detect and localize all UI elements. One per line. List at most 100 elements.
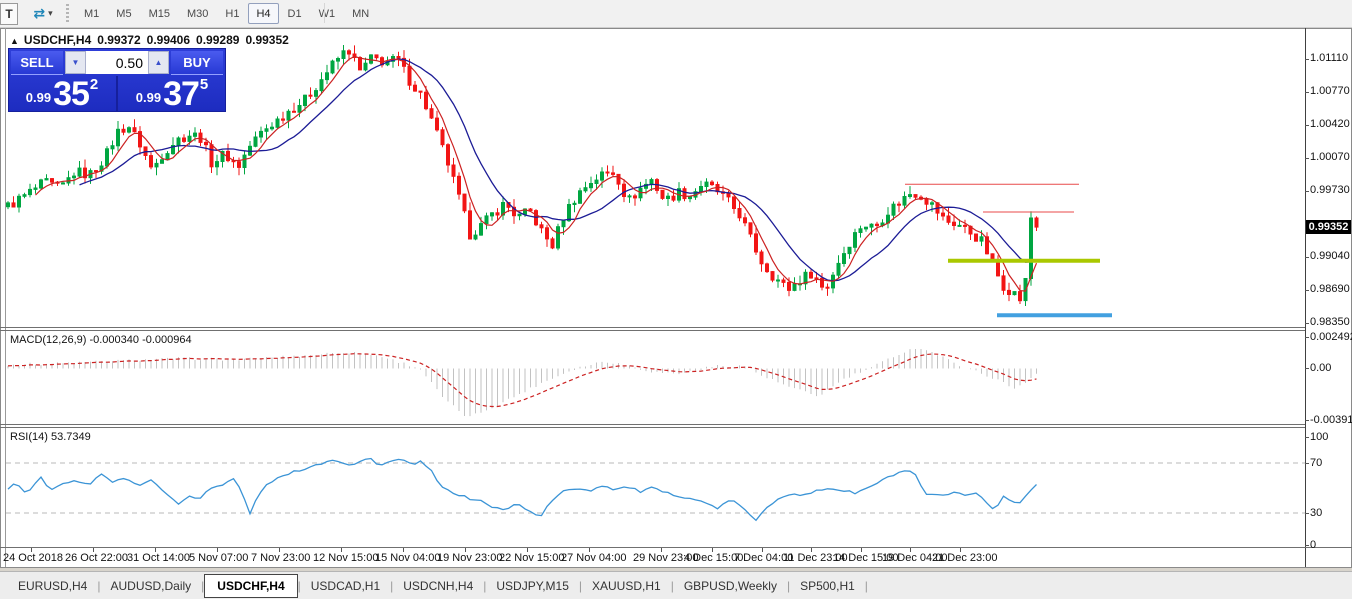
chart-tab-sp500-h1[interactable]: SP500,H1 bbox=[800, 578, 855, 593]
date-axis-tick bbox=[861, 548, 862, 552]
rsi-axis-label: 70 bbox=[1310, 457, 1323, 469]
sell-button[interactable]: SELL bbox=[11, 51, 63, 75]
chart-title: ▲ USDCHF,H4 0.99372 0.99406 0.99289 0.99352 bbox=[10, 33, 295, 47]
date-axis-label: 19 Nov 23:00 bbox=[437, 552, 503, 564]
window-bottom-border bbox=[0, 567, 1352, 568]
main-candlestick-chart[interactable] bbox=[6, 45, 1305, 326]
chart-tab-xauusd-h1[interactable]: XAUUSD,H1 bbox=[592, 578, 661, 593]
date-axis-label: 4 Dec 15:00 bbox=[684, 552, 744, 564]
date-axis-tick bbox=[465, 548, 466, 552]
buy-button[interactable]: BUY bbox=[171, 51, 223, 75]
date-axis-label: 7 Dec 04:00 bbox=[734, 552, 794, 564]
macd-panel-chart[interactable] bbox=[6, 331, 1305, 424]
price-axis-label: 1.01110 bbox=[1310, 52, 1349, 64]
rsi-panel-chart[interactable] bbox=[6, 427, 1305, 547]
tab-separator: | bbox=[201, 578, 205, 593]
timeframe-mn[interactable]: MN bbox=[352, 7, 370, 20]
lot-size-input[interactable] bbox=[86, 51, 148, 74]
price-axis-label: 1.00770 bbox=[1310, 84, 1350, 97]
chart-tab-usdcnh-h4[interactable]: USDCNH,H4 bbox=[403, 578, 474, 593]
sell-price-display[interactable]: 0.99 35 2 bbox=[9, 76, 115, 111]
tab-separator: | bbox=[786, 578, 791, 593]
date-axis-label: 19 Dec 04:00 bbox=[882, 552, 948, 564]
chart-tab-eurusd-h4[interactable]: EURUSD,H4 bbox=[18, 578, 88, 593]
separator-macd-rsi[interactable] bbox=[0, 424, 1305, 425]
date-axis-label: 29 Nov 23:00 bbox=[633, 552, 699, 564]
buy-price-display[interactable]: 0.99 37 5 bbox=[119, 76, 225, 111]
toolbar-separator bbox=[324, 3, 325, 23]
rsi-axis-tick bbox=[1305, 513, 1309, 514]
chart-tab-audusd-daily[interactable]: AUDUSD,Daily bbox=[110, 578, 192, 593]
chart-tab-usdjpy-m15[interactable]: USDJPY,M15 bbox=[496, 578, 569, 593]
tab-separator: | bbox=[483, 578, 487, 593]
ohlc-high: 0.99406 bbox=[146, 33, 191, 47]
collapse-arrow-icon[interactable]: ▲ bbox=[10, 36, 19, 46]
date-axis-tick bbox=[712, 548, 713, 552]
lot-increase-button[interactable]: ▲ bbox=[148, 51, 169, 74]
buy-price-pips: 37 bbox=[163, 75, 200, 113]
price-axis-label: 1.00070 bbox=[1310, 151, 1350, 164]
price-axis-label: 0.98350 bbox=[1310, 315, 1350, 328]
price-axis-label: 0.99730 bbox=[1310, 183, 1350, 196]
current-price-tag: 0.99352 bbox=[1306, 220, 1351, 235]
date-axis-tick bbox=[31, 548, 32, 552]
toolbar-grip[interactable] bbox=[66, 4, 69, 23]
cursor-mode-button[interactable]: ⇄ ▾ bbox=[25, 3, 61, 23]
chart-tab-usdcad-h1[interactable]: USDCAD,H1 bbox=[310, 578, 381, 593]
price-axis-tick bbox=[1305, 59, 1309, 60]
price-axis-label: 0.98690 bbox=[1310, 283, 1350, 296]
buy-price-point: 5 bbox=[199, 76, 209, 93]
price-axis-tick bbox=[1305, 322, 1309, 324]
timeframe-m1[interactable]: M1 bbox=[84, 7, 100, 20]
separator-main-macd-2 bbox=[0, 330, 1305, 331]
timeframe-w1[interactable]: W1 bbox=[318, 7, 336, 20]
tab-separator: | bbox=[864, 578, 868, 593]
chart-tab-gbpusd-weekly[interactable]: GBPUSD,Weekly bbox=[683, 578, 777, 593]
macd-label: MACD(12,26,9) -0.000340 -0.000964 bbox=[10, 334, 192, 346]
price-axis-label: 1.00420 bbox=[1310, 117, 1350, 130]
timeframe-d1[interactable]: D1 bbox=[287, 7, 302, 20]
sell-price-base: 0.99 bbox=[25, 90, 52, 105]
timeframe-h4[interactable]: H4 bbox=[248, 3, 279, 24]
date-axis-tick bbox=[661, 548, 662, 552]
rsi-axis-tick bbox=[1305, 463, 1309, 464]
date-axis-tick bbox=[93, 548, 94, 552]
price-axis-label: 0.99040 bbox=[1310, 249, 1350, 262]
timeframe-m30[interactable]: M30 bbox=[186, 7, 209, 20]
date-axis-label: 5 Nov 07:00 bbox=[189, 552, 249, 564]
separator-rsi-dates bbox=[0, 547, 1352, 548]
window-left-border bbox=[0, 28, 1, 567]
tab-separator: | bbox=[390, 578, 394, 593]
top-toolbar: T ⇄ ▾ M1 M5 M15 M30 H1 H4 D1 W1 MN bbox=[0, 0, 1352, 28]
price-axis-tick bbox=[1305, 158, 1309, 160]
ohlc-close: 0.99352 bbox=[245, 33, 289, 47]
bottom-strip bbox=[0, 568, 1352, 571]
date-axis-tick bbox=[910, 548, 911, 552]
text-tool-button[interactable]: T bbox=[0, 3, 18, 25]
date-axis-tick bbox=[762, 548, 763, 552]
lot-decrease-button[interactable]: ▼ bbox=[65, 51, 86, 74]
date-axis-label: 11 Dec 23:00 bbox=[783, 552, 848, 564]
price-axis-tick bbox=[1305, 124, 1309, 126]
date-axis-label: 12 Nov 15:00 bbox=[313, 552, 379, 564]
timeframe-m15[interactable]: M15 bbox=[148, 7, 170, 20]
date-axis-label: 24 Oct 2018 bbox=[3, 552, 63, 564]
timeframe-h1[interactable]: H1 bbox=[225, 7, 240, 20]
chart-symbol-period: USDCHF,H4 bbox=[23, 33, 92, 47]
price-axis-tick bbox=[1305, 91, 1309, 93]
separator-main-macd[interactable] bbox=[0, 327, 1305, 328]
date-axis-tick bbox=[960, 548, 961, 552]
tab-separator: | bbox=[578, 578, 582, 593]
tab-separator: | bbox=[297, 578, 301, 593]
rsi-axis-tick bbox=[1305, 545, 1309, 546]
tab-separator: | bbox=[97, 578, 101, 593]
date-axis-label: 7 Nov 23:00 bbox=[251, 552, 311, 564]
chart-tab-usdchf-h4[interactable]: USDCHF,H4 bbox=[204, 573, 298, 598]
separator-macd-rsi-2 bbox=[0, 427, 1305, 428]
macd-axis-label: 0.002492 bbox=[1310, 331, 1352, 343]
rsi-axis-tick bbox=[1305, 437, 1309, 438]
trade-panel-divider bbox=[116, 76, 118, 112]
chart-window bbox=[0, 28, 1352, 568]
timeframe-m5[interactable]: M5 bbox=[116, 7, 132, 20]
date-axis-label: 26 Oct 22:00 bbox=[65, 552, 128, 564]
